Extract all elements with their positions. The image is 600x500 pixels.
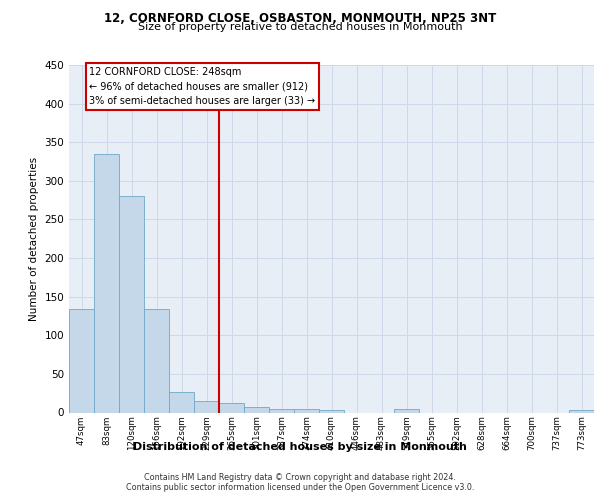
Bar <box>319 410 344 412</box>
Bar <box>569 410 594 412</box>
Text: Contains public sector information licensed under the Open Government Licence v3: Contains public sector information licen… <box>126 482 474 492</box>
Bar <box>269 408 294 412</box>
Text: Distribution of detached houses by size in Monmouth: Distribution of detached houses by size … <box>133 442 467 452</box>
Bar <box>194 401 219 412</box>
Bar <box>244 407 269 412</box>
Y-axis label: Number of detached properties: Number of detached properties <box>29 156 39 321</box>
Bar <box>394 410 419 412</box>
Text: Contains HM Land Registry data © Crown copyright and database right 2024.: Contains HM Land Registry data © Crown c… <box>144 472 456 482</box>
Bar <box>94 154 119 412</box>
Bar <box>119 196 144 412</box>
Bar <box>219 403 244 412</box>
Bar <box>169 392 194 412</box>
Bar <box>144 309 169 412</box>
Bar <box>69 309 94 412</box>
Bar <box>294 408 319 412</box>
Text: Size of property relative to detached houses in Monmouth: Size of property relative to detached ho… <box>137 22 463 32</box>
Text: 12 CORNFORD CLOSE: 248sqm
← 96% of detached houses are smaller (912)
3% of semi-: 12 CORNFORD CLOSE: 248sqm ← 96% of detac… <box>89 66 315 106</box>
Text: 12, CORNFORD CLOSE, OSBASTON, MONMOUTH, NP25 3NT: 12, CORNFORD CLOSE, OSBASTON, MONMOUTH, … <box>104 12 496 26</box>
